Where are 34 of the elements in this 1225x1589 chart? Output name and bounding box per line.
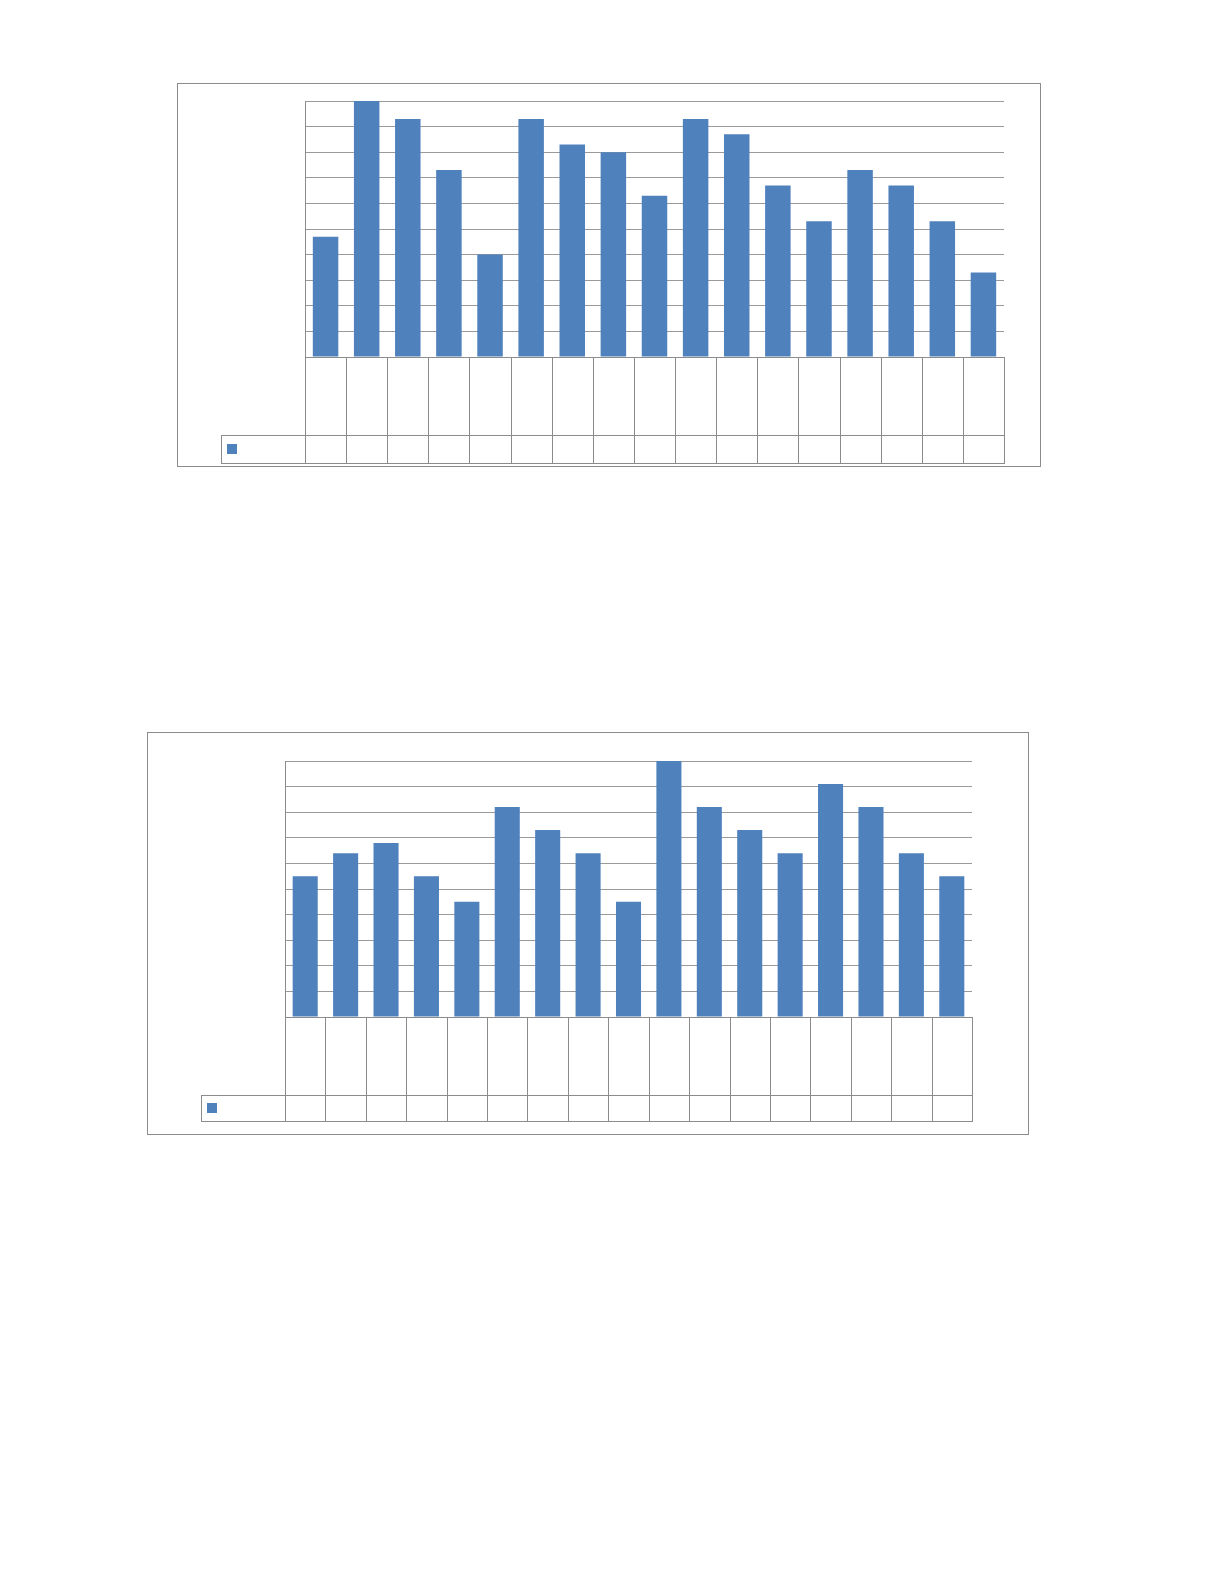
bar [656,761,682,1017]
bar [888,185,914,357]
bar [292,876,318,1017]
bar [641,195,668,357]
bar [575,853,601,1017]
bar [477,254,503,357]
bar [373,842,399,1017]
bar [413,876,439,1017]
bar [970,272,997,357]
bar [858,807,884,1017]
bar [682,118,709,357]
bar [615,901,642,1017]
bar [898,853,924,1017]
bar [723,134,750,357]
bar [929,221,956,357]
bar [847,170,873,357]
bar [806,221,832,357]
bar [535,830,561,1017]
bar [777,853,803,1017]
bar [559,144,586,357]
bar [312,236,339,357]
bar [939,876,965,1017]
bar [765,185,791,357]
bar [395,118,421,357]
bar [454,901,480,1017]
bar [818,784,844,1017]
bar [518,118,544,357]
bar [494,807,520,1017]
bar [737,830,763,1017]
bar [353,101,380,357]
bar [600,152,627,357]
bar [333,853,359,1017]
bar [436,170,462,357]
bar [696,807,722,1017]
